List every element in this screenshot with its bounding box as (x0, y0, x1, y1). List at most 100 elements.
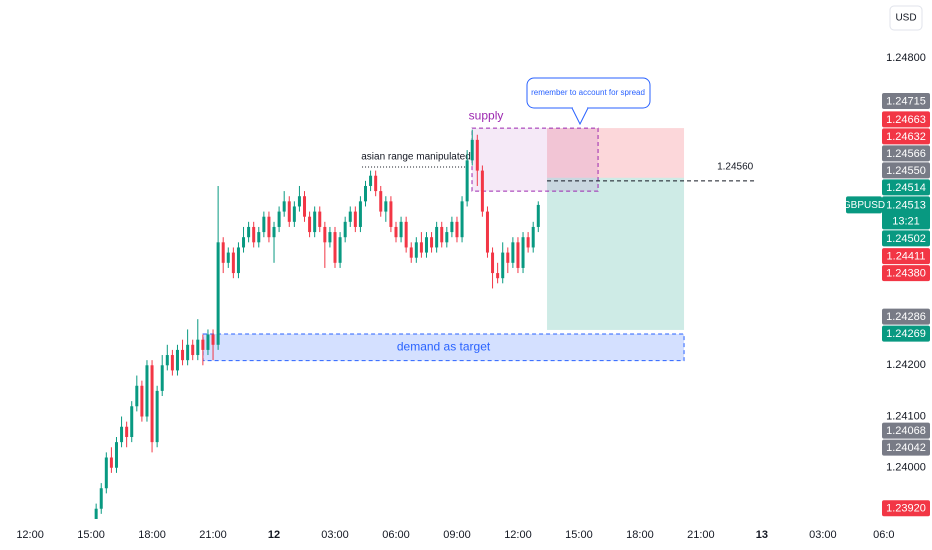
price-badge-label: 1.24715 (886, 95, 926, 107)
price-badge (882, 179, 930, 196)
candle-body (160, 365, 164, 391)
candle-body (140, 385, 144, 417)
candle-body (262, 216, 266, 233)
price-badge (882, 500, 930, 517)
range-line-label: asian range manipulated (361, 152, 471, 163)
candle-body (369, 175, 373, 186)
x-tick-label: 09:00 (443, 529, 471, 541)
candle-body (287, 201, 291, 222)
candle-body (313, 211, 317, 233)
candle-body (99, 488, 103, 509)
price-badge-label: 1.24550 (886, 165, 926, 177)
candle-body (206, 334, 210, 350)
candle-body (303, 196, 307, 217)
candle-body (109, 457, 113, 468)
price-badge (882, 230, 930, 247)
candle-body (211, 334, 215, 345)
candle-body (338, 237, 342, 263)
x-tick-label: 21:00 (687, 529, 715, 541)
x-tick-label: 12:00 (16, 529, 44, 541)
candle-body (242, 237, 246, 248)
candle-body (394, 226, 398, 238)
symbol-label: GBPUSD (843, 200, 885, 211)
x-tick-label: 12:00 (504, 529, 532, 541)
candle-body (343, 221, 347, 238)
candle-body (384, 201, 388, 212)
price-badge (882, 145, 930, 162)
candle-body (267, 216, 271, 238)
candle-body (485, 211, 489, 253)
price-badge-label: 1.24663 (886, 114, 926, 126)
position-stop (547, 128, 685, 178)
candle-body (186, 344, 190, 361)
candle-body (389, 201, 393, 227)
candle-body (379, 191, 383, 212)
callout-box (526, 77, 651, 109)
candle-body (435, 226, 439, 248)
candle-body (460, 201, 464, 238)
candle-body (236, 247, 240, 274)
callout-text: remember to account for spread (531, 88, 645, 97)
candle-body (175, 349, 179, 371)
symbol-badge (846, 196, 882, 214)
price-badge (882, 248, 930, 265)
candle-body (328, 232, 332, 243)
candle-body (399, 221, 403, 238)
candle-body (475, 139, 479, 171)
candle-body (308, 216, 312, 233)
x-tick-label: 03:00 (809, 529, 837, 541)
candle-body (470, 139, 474, 161)
candle-body (440, 226, 444, 243)
candle-body (145, 365, 149, 417)
x-tick-label: 18:00 (626, 529, 654, 541)
price-badge-label: 1.24566 (886, 148, 926, 160)
candle-body (104, 457, 108, 489)
price-axis: 1.248001.243001.242001.241001.240001.247… (843, 52, 930, 517)
currency-button[interactable] (889, 5, 923, 31)
price-badge-label: 1.24286 (886, 311, 926, 323)
candle-body (521, 237, 525, 268)
candle-body (516, 242, 520, 268)
candle-body (511, 242, 515, 263)
candle-body (430, 237, 434, 248)
candle-body (297, 196, 301, 207)
candle-body (323, 226, 327, 243)
price-badge-label: 1.24380 (886, 268, 926, 280)
countdown-label: 13:21 (892, 215, 920, 227)
price-badge (882, 265, 930, 282)
price-badge (882, 325, 930, 342)
demand-zone-label: demand as target (397, 340, 491, 354)
x-tick-label: 15:00 (77, 529, 105, 541)
candle-body (450, 221, 454, 233)
candle-body (257, 232, 261, 243)
supply-zone-label: supply (469, 108, 504, 122)
candle-body (506, 252, 510, 263)
currency-label[interactable]: USD (895, 13, 916, 24)
candle-body (231, 252, 235, 274)
callout: remember to account for spread (526, 77, 651, 126)
candle-body (135, 385, 139, 407)
price-badge-label: 1.24632 (886, 131, 926, 143)
candle-body (196, 339, 200, 356)
candle-body (318, 211, 322, 227)
candle-body (252, 226, 256, 243)
candle-body (491, 252, 495, 274)
candle-body (165, 355, 169, 366)
x-tick-label: 18:00 (138, 529, 166, 541)
candle-body (333, 232, 337, 263)
price-badge (882, 92, 930, 109)
y-tick-label: 1.24000 (886, 462, 926, 474)
position-target (547, 177, 685, 330)
price-badge-label: 1.24502 (886, 233, 926, 245)
candle-body (247, 226, 251, 238)
candle-body (277, 211, 281, 227)
candle-body (348, 211, 352, 222)
x-tick-label: 21:00 (199, 529, 227, 541)
candle-body (358, 201, 362, 227)
price-badge-label: 1.24068 (886, 425, 926, 437)
candle-body (501, 252, 505, 279)
candle-body (374, 175, 378, 192)
candle-body (150, 365, 154, 443)
candle-body (282, 201, 286, 212)
candle-body (363, 185, 367, 202)
